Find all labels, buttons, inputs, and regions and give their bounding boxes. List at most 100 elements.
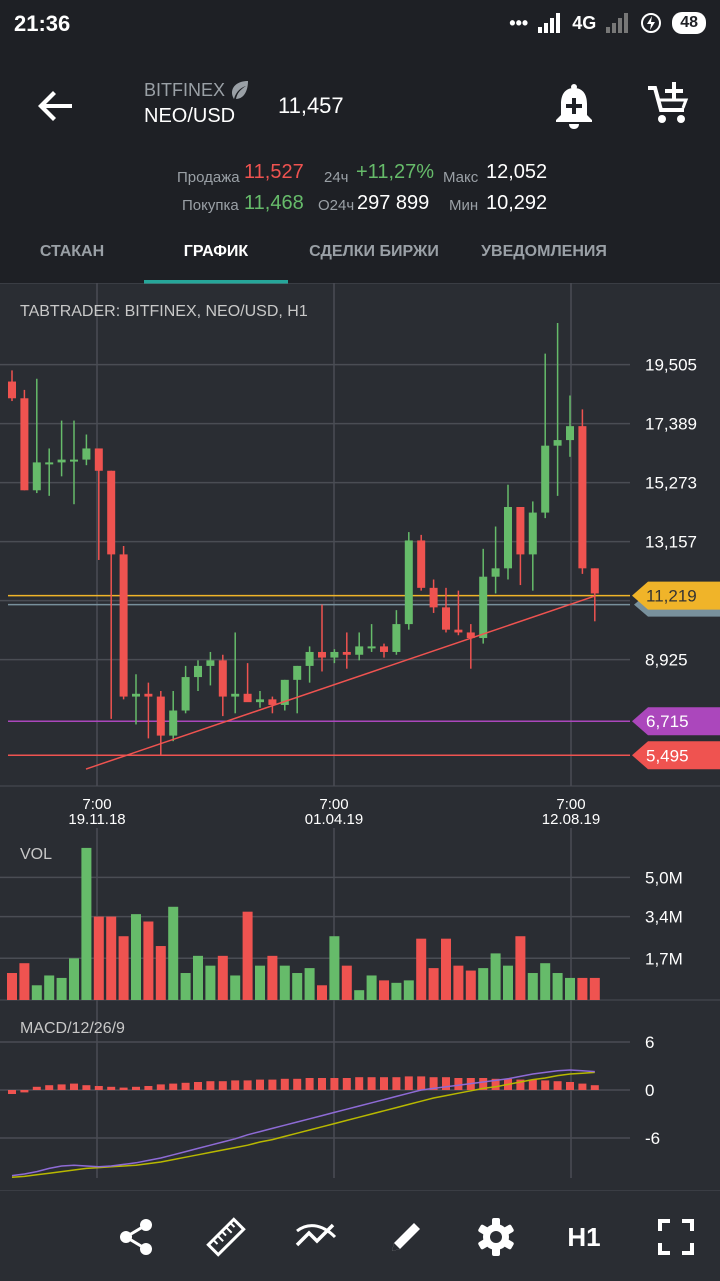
leaf-icon bbox=[232, 81, 248, 99]
price-tick-label: 17,389 bbox=[645, 415, 697, 434]
candle-body bbox=[442, 607, 450, 630]
candle-body bbox=[243, 693, 252, 703]
candle-body bbox=[20, 398, 29, 491]
tab-notifications[interactable]: УВЕДОМЛЕНИЯ bbox=[481, 243, 607, 260]
status-bar: 21:36 ••• 4G 48 bbox=[0, 0, 720, 48]
candle-body bbox=[70, 459, 78, 462]
buy-value: 11,468 bbox=[244, 192, 304, 214]
trendline bbox=[85, 595, 595, 770]
header: BITFINEX NEO/USD 11,457 Продажа 11,527 П… bbox=[0, 48, 720, 284]
candle-body bbox=[119, 554, 128, 697]
candle-body bbox=[578, 426, 587, 569]
macd-histogram-bar bbox=[516, 1079, 525, 1090]
candle-body bbox=[181, 677, 190, 711]
timeframe-button[interactable]: H1 bbox=[560, 1213, 608, 1261]
share-icon bbox=[120, 1219, 152, 1255]
volume-bar bbox=[341, 965, 352, 1000]
candle-body bbox=[194, 665, 202, 678]
macd-histogram-bar bbox=[256, 1079, 264, 1090]
macd-histogram-bar bbox=[94, 1086, 103, 1090]
volume-bar bbox=[205, 965, 216, 1000]
chart-svg[interactable]: 7:0019.11.187:0001.04.197:0012.08.198,92… bbox=[0, 282, 720, 1189]
volume-bar bbox=[441, 938, 451, 1000]
volume-bar bbox=[56, 977, 67, 1000]
max-label: Макс bbox=[443, 169, 479, 186]
volume-bar bbox=[317, 985, 327, 1000]
settings-button[interactable] bbox=[472, 1213, 520, 1261]
volume-bar bbox=[565, 977, 575, 1000]
volume-bar bbox=[118, 936, 129, 1000]
macd-histogram-bar bbox=[218, 1081, 227, 1090]
volume-bar bbox=[155, 946, 166, 1000]
volume-bar bbox=[106, 916, 117, 1000]
macd-tick-label: 6 bbox=[645, 1033, 654, 1052]
x-tick-date: 12.08.19 bbox=[542, 811, 600, 828]
vol-tick-label: 1,7M bbox=[645, 949, 683, 968]
price-level-label: 6,715 bbox=[646, 712, 689, 731]
volume-bar bbox=[193, 955, 203, 1000]
change-label: 24ч bbox=[324, 169, 349, 186]
tab-orderbook[interactable]: СТАКАН bbox=[39, 243, 105, 260]
macd-histogram-bar bbox=[231, 1080, 240, 1090]
macd-histogram-bar bbox=[57, 1084, 66, 1090]
volume-bar bbox=[428, 968, 439, 1000]
volume-value: 297 899 bbox=[357, 192, 430, 214]
tab-chart[interactable]: ГРАФИК bbox=[183, 243, 249, 260]
fullscreen-button[interactable] bbox=[652, 1213, 700, 1261]
macd-histogram-bar bbox=[566, 1082, 574, 1090]
macd-histogram-bar bbox=[553, 1081, 562, 1090]
volume-bar bbox=[552, 973, 563, 1000]
macd-signal-line bbox=[11, 1071, 595, 1178]
price-tick-label: 13,157 bbox=[645, 533, 697, 552]
chart-area[interactable]: 7:00 19.11.18 7:00 01.04.19 7:00 12.08.19 8,92… bbox=[0, 282, 720, 1189]
add-cart-icon[interactable] bbox=[646, 80, 692, 126]
last-price: 11,457 bbox=[278, 93, 344, 118]
x-tick-time: 7:00 bbox=[319, 796, 348, 813]
share-button[interactable] bbox=[112, 1213, 160, 1261]
macd-histogram-bar bbox=[8, 1090, 16, 1094]
macd-histogram-bar bbox=[330, 1078, 339, 1090]
volume-bar bbox=[329, 936, 340, 1000]
candle-body bbox=[516, 507, 525, 555]
macd-histogram-bar bbox=[479, 1078, 488, 1090]
macd-histogram-bar bbox=[169, 1083, 178, 1090]
volume-bar bbox=[577, 977, 588, 1000]
volume-label: O24ч bbox=[318, 197, 355, 214]
max-value: 12,052 bbox=[486, 161, 548, 183]
macd-histogram-bar bbox=[318, 1078, 326, 1090]
change-value: +11,27% bbox=[356, 161, 435, 183]
macd-histogram-bar bbox=[82, 1085, 91, 1090]
draw-button[interactable] bbox=[382, 1213, 430, 1261]
tab-trades[interactable]: СДЕЛКИ БИРЖИ bbox=[309, 243, 439, 260]
ruler-button[interactable] bbox=[202, 1213, 250, 1261]
macd-histogram-bar bbox=[491, 1078, 500, 1090]
volume-bar bbox=[391, 982, 402, 1000]
price-tick-label: 8,925 bbox=[645, 651, 688, 670]
volume-bar bbox=[478, 968, 489, 1000]
volume-bar bbox=[180, 973, 191, 1000]
volume-bar bbox=[168, 906, 179, 1000]
macd-histogram-bar bbox=[144, 1086, 153, 1090]
macd-histogram-bar bbox=[380, 1077, 388, 1090]
indicators-button[interactable] bbox=[292, 1213, 340, 1261]
volume-bar bbox=[143, 921, 154, 1000]
macd-histogram-bar bbox=[20, 1090, 29, 1093]
candle-body bbox=[355, 646, 364, 655]
add-alert-icon[interactable] bbox=[552, 82, 596, 130]
min-value: 10,292 bbox=[486, 192, 548, 214]
price-tick-label: 15,273 bbox=[645, 474, 697, 493]
macd-histogram-bar bbox=[119, 1087, 128, 1090]
candle-body bbox=[144, 693, 153, 697]
back-arrow-icon[interactable] bbox=[32, 82, 80, 130]
candle-body bbox=[342, 651, 351, 655]
candle-body bbox=[553, 440, 562, 446]
price-level-tag bbox=[632, 741, 720, 770]
signal-2-icon bbox=[606, 13, 629, 33]
gear-icon bbox=[478, 1218, 514, 1256]
candle-body bbox=[45, 462, 54, 465]
vol-tick-label: 3,4M bbox=[645, 908, 683, 927]
macd-histogram-bar bbox=[417, 1076, 426, 1090]
candle-body bbox=[466, 632, 475, 639]
candle-body bbox=[305, 651, 314, 666]
macd-histogram-bar bbox=[243, 1080, 252, 1090]
